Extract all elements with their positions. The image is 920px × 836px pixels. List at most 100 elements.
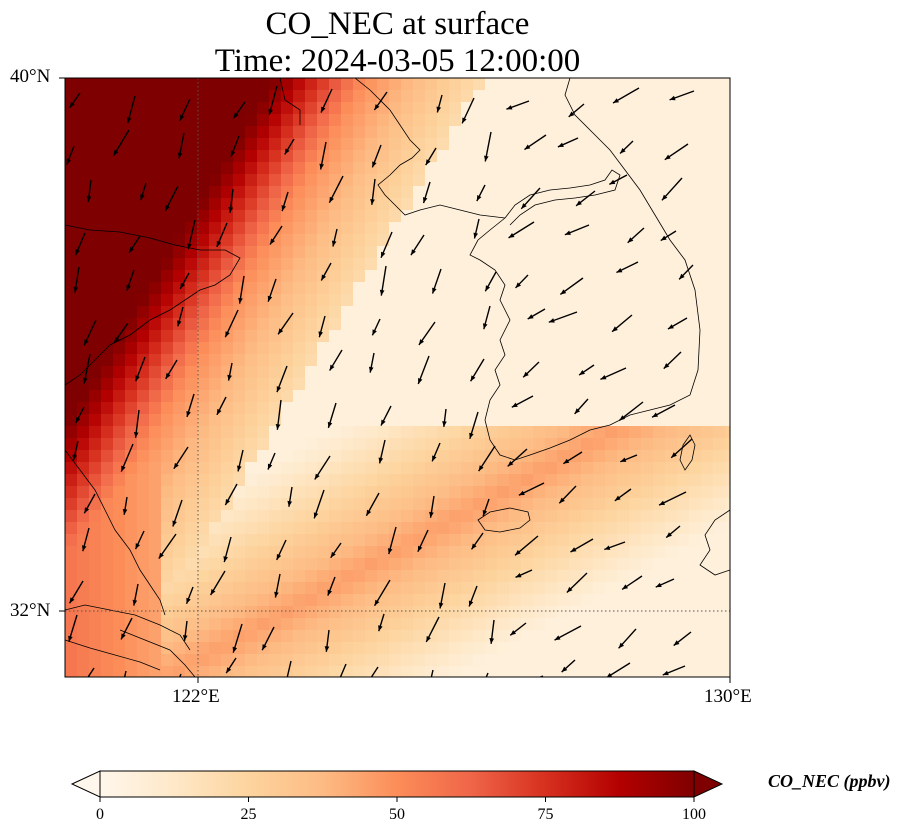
wind-arrow-head [574,408,581,414]
wind-arrow-head [276,386,282,393]
colorbar-tick-label: 25 [240,806,257,823]
wind-arrow-head [515,282,522,288]
wind-arrow-head [133,432,139,438]
wind-arrow-head [618,642,625,649]
wind-arrow-head [176,320,182,327]
wind-arrow-head [478,465,484,472]
wind-arrow-head [484,155,489,162]
wind-arrow-head [135,375,140,382]
wind-arrow-head [165,372,171,379]
wind-arrow-head [432,287,437,294]
wind-arrow-head [114,336,120,343]
wind-arrow-head [506,105,513,110]
wind-arrow-head [570,547,577,552]
wind-arrow-head [267,295,273,302]
wind-arrow-head [663,363,670,369]
lat-label-40n: 40°N [10,66,51,87]
colorbar-tick-label: 50 [389,806,405,823]
wind-arrow-head [515,572,522,578]
wind-arrow-head [69,101,75,108]
wind-arrow-head [366,509,372,516]
wind-arrow-head [238,297,243,304]
wind-arrow-head [418,378,423,385]
wind-arrow-head [319,163,325,170]
wind-arrow-head [524,144,531,150]
wind-arrow-head [664,154,671,160]
wind-arrow-head [387,548,393,555]
wind-vectors [66,85,695,697]
wind-arrow-head [374,599,380,606]
wind-arrow-head [330,551,336,558]
wind-arrow-head [613,98,619,103]
wind-arrow-head [662,670,669,676]
wind-arrow-head [281,205,287,212]
wind-arrow-head [518,490,525,496]
wind-arrow-head [318,331,323,338]
axis-ticks [59,77,731,683]
jiangsu-coastline [65,449,166,616]
wind-arrow-head [660,235,667,241]
wind-arrow-head [223,556,228,563]
wind-arrow-head [84,507,90,514]
wind-arrow-head [600,375,607,380]
wind-arrow-head [627,237,634,243]
wind-arrow-head [669,95,676,101]
wind-arrow-shaft [87,667,95,677]
wind-arrow-head [78,687,83,693]
wind-arrow-head [471,543,477,550]
wind-arrow-head [381,419,386,426]
wind-arrow-head [180,282,185,289]
coastlines [65,78,730,677]
wind-arrow-head [313,512,319,519]
wind-arrow-head [165,204,170,211]
wind-arrow-head [609,179,616,185]
wind-arrow-head [270,238,275,245]
wind-arrow-head [478,691,482,697]
wind-arrow-head [523,680,529,684]
wind-arrow-head [268,109,273,115]
wind-arrow-head [468,600,474,607]
wind-arrow-head [563,458,570,464]
colorbar-tick-label: 0 [96,806,104,823]
wind-arrow-head [126,284,131,291]
wind-arrow-head [329,364,335,371]
tsushima-island [679,434,696,471]
wind-arrow-head [368,366,374,373]
wind-arrow-head [172,520,177,527]
wind-arrow-head [579,370,585,376]
wind-arrow-head [410,249,416,256]
wind-arrow-head [83,377,88,384]
wind-arrow-shaft [123,670,127,677]
wind-arrow-head [426,635,431,642]
wind-arrow-head [69,597,75,604]
wind-arrow-head [135,543,141,550]
wind-arrow-head [119,690,124,696]
wind-arrow-head [485,285,491,292]
wind-arrow-shaft [339,663,347,677]
jeju-island [477,507,531,533]
wind-arrow-head [284,682,289,688]
wind-arrow-head [673,640,680,646]
wind-arrow-head [511,402,518,408]
wind-arrow-head [666,532,672,538]
wind-arrow-head [616,267,623,273]
wind-arrow-head [557,142,564,147]
wind-arrow-head [329,196,334,203]
yangtze-estuary [65,604,196,677]
bohai-coastline [279,78,301,125]
wind-arrow-head [314,473,320,480]
wind-arrow-head [132,599,138,606]
wind-arrow-head [187,243,192,250]
wind-arrow-head [508,232,515,238]
lon-label-130e: 130°E [704,686,752,707]
wind-arrow-head [327,421,333,428]
wind-arrow-head [267,463,273,470]
wind-arrow-head [655,582,662,588]
wind-arrow-head [321,106,326,113]
colorbar [70,770,724,802]
wind-arrow-head [226,667,232,674]
wind-arrow-head [228,207,234,213]
wind-arrow-head [442,421,447,427]
wind-arrow-head [327,589,332,596]
wind-arrow-head [237,465,242,472]
